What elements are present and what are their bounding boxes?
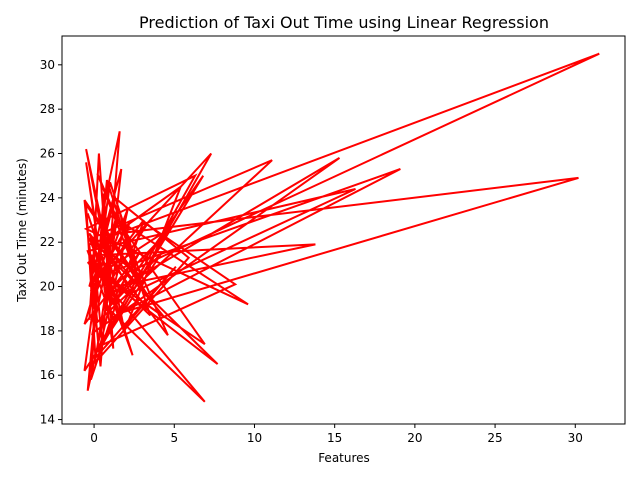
y-tick-label: 28	[40, 102, 55, 116]
y-tick-label: 24	[40, 191, 55, 205]
x-tick-label: 0	[90, 431, 98, 445]
x-tick-label: 15	[327, 431, 342, 445]
axes-frame	[61, 35, 626, 425]
y-tick-label: 20	[40, 280, 55, 294]
y-tick-label: 18	[40, 324, 55, 338]
y-tick-label: 30	[40, 58, 55, 72]
y-tick-label: 22	[40, 235, 55, 249]
y-axis-title: Taxi Out Time (minutes)	[15, 158, 29, 303]
x-axis: 0 5 10 15 20 25 30	[90, 424, 583, 445]
x-tick-label: 25	[487, 431, 502, 445]
y-tick-label: 14	[40, 413, 55, 427]
y-axis: 14 16 18 20 22 24 26 28 30	[40, 58, 62, 427]
x-axis-title: Features	[318, 451, 370, 465]
x-tick-label: 10	[247, 431, 262, 445]
x-tick-label: 20	[407, 431, 422, 445]
series-line-0	[83, 52, 600, 403]
y-tick-label: 16	[40, 368, 55, 382]
y-tick-label: 26	[40, 147, 55, 161]
x-tick-label: 30	[568, 431, 583, 445]
x-tick-label: 5	[170, 431, 178, 445]
plot-area	[83, 52, 600, 403]
chart-title: Prediction of Taxi Out Time using Linear…	[139, 13, 549, 32]
